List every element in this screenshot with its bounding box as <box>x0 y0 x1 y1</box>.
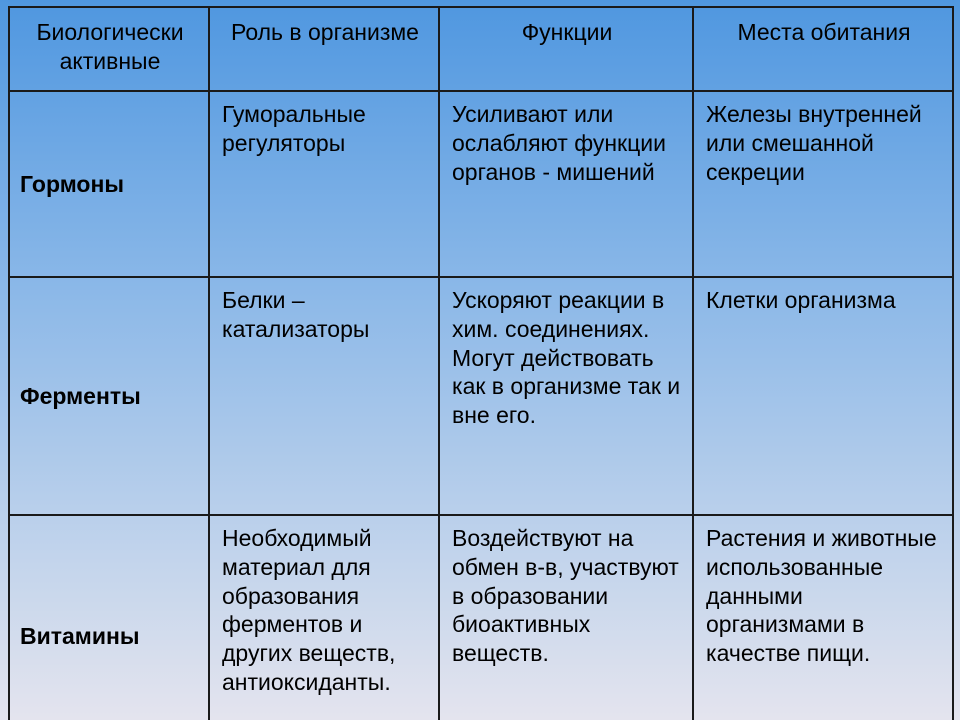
table-row: Гормоны Гуморальные регуляторы Усиливают… <box>9 91 953 277</box>
row-func: Усиливают или ослабляют функции органов … <box>439 91 693 277</box>
row-role: Необходимый материал для образования фер… <box>209 515 439 720</box>
col-header-role: Роль в организме <box>209 7 439 91</box>
col-header-places: Места обитания <box>693 7 953 91</box>
table-row: Витамины Необходимый материал для образо… <box>9 515 953 720</box>
bio-active-table: Биологически активные Роль в организме Ф… <box>8 6 954 720</box>
table-row: Ферменты Белки – катализаторы Ускоряют р… <box>9 277 953 515</box>
row-place: Железы внутренней или смешанной секреции <box>693 91 953 277</box>
row-role: Гуморальные регуляторы <box>209 91 439 277</box>
row-func: Ускоряют реакции в хим. соединениях. Мог… <box>439 277 693 515</box>
table-header-row: Биологически активные Роль в организме Ф… <box>9 7 953 91</box>
row-place: Клетки организма <box>693 277 953 515</box>
row-name: Гормоны <box>9 91 209 277</box>
row-name: Витамины <box>9 515 209 720</box>
col-header-substances: Биологически активные <box>9 7 209 91</box>
table-container: Биологически активные Роль в организме Ф… <box>0 0 960 720</box>
row-func: Воздействуют на обмен в-в, участвуют в о… <box>439 515 693 720</box>
row-name: Ферменты <box>9 277 209 515</box>
row-place: Растения и животные использованные данны… <box>693 515 953 720</box>
col-header-functions: Функции <box>439 7 693 91</box>
row-role: Белки – катализаторы <box>209 277 439 515</box>
